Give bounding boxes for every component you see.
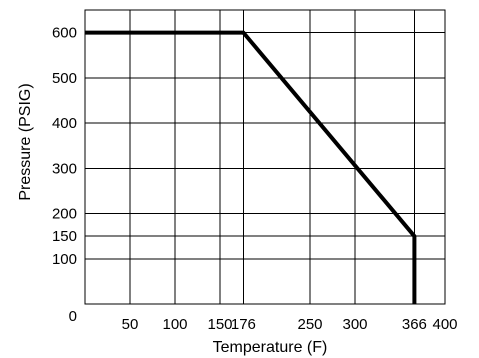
grid-lines [85, 10, 445, 304]
series-layer [85, 30, 417, 304]
x-tick-label: 366 [402, 316, 427, 333]
y-tick-label: 200 [52, 206, 77, 223]
y-tick-label: 100 [52, 251, 77, 268]
x-tick-label: 300 [342, 316, 367, 333]
y-tick-label: 150 [52, 228, 77, 245]
y-tick-label: 400 [52, 115, 77, 132]
plot-area-frame [84, 9, 446, 305]
y-tick-label: 300 [52, 160, 77, 177]
y-axis-ticks: 0 100 150 200 300 400 500 600 [52, 25, 77, 325]
x-tick-label: 100 [162, 316, 187, 333]
y-tick-label: 500 [52, 70, 77, 87]
series-line [85, 30, 417, 304]
x-tick-label: 176 [231, 316, 256, 333]
y-tick-label: 0 [69, 308, 77, 325]
x-tick-label: 250 [297, 316, 322, 333]
x-tick-label: 150 [207, 316, 232, 333]
y-axis-title: Pressure (PSIG) [17, 83, 34, 200]
x-tick-label: 400 [432, 316, 457, 333]
x-axis-title: Temperature (F) [213, 339, 328, 356]
x-tick-label: 50 [122, 316, 139, 333]
y-tick-label: 600 [52, 25, 77, 42]
